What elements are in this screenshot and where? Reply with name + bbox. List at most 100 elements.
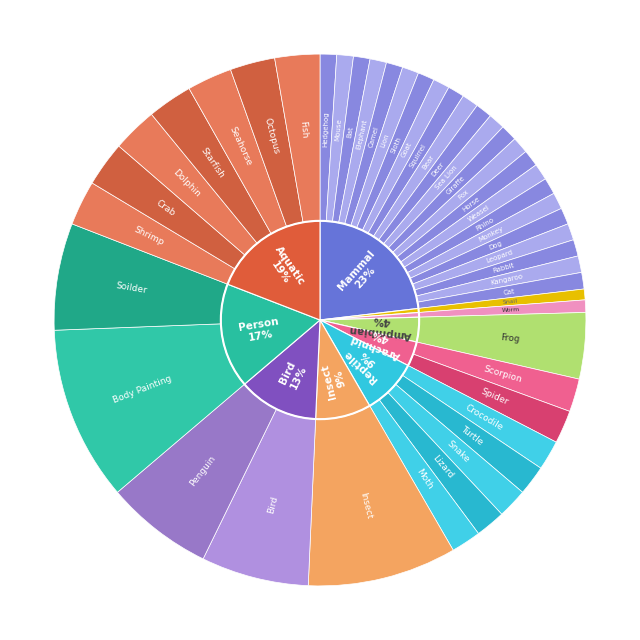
Wedge shape (419, 300, 586, 317)
Text: Snake: Snake (445, 439, 471, 465)
Wedge shape (417, 273, 584, 308)
Wedge shape (118, 384, 276, 559)
Wedge shape (410, 209, 568, 284)
Wedge shape (362, 80, 449, 233)
Text: Crocodile: Crocodile (464, 403, 505, 432)
Text: Moth: Moth (415, 468, 435, 492)
Wedge shape (419, 289, 585, 312)
Wedge shape (407, 193, 561, 278)
Wedge shape (189, 70, 287, 234)
Wedge shape (345, 63, 403, 226)
Wedge shape (203, 409, 316, 586)
Text: Bear: Bear (421, 154, 435, 171)
Text: Seahorse: Seahorse (228, 125, 253, 168)
Text: Horse: Horse (461, 195, 481, 212)
Text: Crab: Crab (154, 198, 177, 218)
Wedge shape (72, 183, 235, 284)
Text: Elephant: Elephant (356, 118, 368, 150)
Text: Body Painting: Body Painting (111, 374, 173, 405)
Wedge shape (388, 384, 522, 514)
Wedge shape (403, 365, 556, 468)
Wedge shape (320, 54, 337, 221)
Text: Aquatic
19%: Aquatic 19% (264, 244, 307, 294)
Text: Lion: Lion (380, 132, 390, 148)
Wedge shape (415, 240, 578, 296)
Text: Snail: Snail (502, 298, 518, 305)
Wedge shape (320, 308, 419, 320)
Text: Deer: Deer (430, 161, 445, 178)
Text: Weasel: Weasel (467, 204, 490, 223)
Text: Bat: Bat (346, 125, 354, 138)
Text: Squirrel: Squirrel (408, 143, 427, 169)
Text: Penguin: Penguin (188, 454, 218, 488)
Wedge shape (320, 312, 419, 320)
Text: Camel: Camel (367, 125, 380, 148)
Wedge shape (152, 88, 271, 243)
Text: Rabbit: Rabbit (492, 262, 515, 274)
Text: Mouse: Mouse (334, 118, 342, 141)
Text: Fox: Fox (458, 188, 470, 201)
Wedge shape (351, 67, 419, 228)
Text: Worm: Worm (501, 307, 520, 313)
Wedge shape (92, 146, 245, 269)
Wedge shape (392, 139, 526, 257)
Text: Starfish: Starfish (198, 145, 226, 179)
Wedge shape (356, 73, 434, 230)
Wedge shape (228, 221, 320, 320)
Text: Scorpion: Scorpion (483, 364, 524, 384)
Wedge shape (379, 106, 490, 244)
Wedge shape (370, 399, 479, 550)
Wedge shape (408, 354, 570, 442)
Text: Dolphin: Dolphin (172, 168, 202, 199)
Text: Kangaroo: Kangaroo (490, 273, 524, 286)
Text: Giraffe: Giraffe (445, 175, 466, 196)
Wedge shape (379, 392, 502, 534)
Wedge shape (308, 406, 453, 586)
Wedge shape (333, 56, 370, 223)
Text: Amphibian
4%: Amphibian 4% (349, 312, 413, 340)
Wedge shape (397, 152, 536, 262)
Text: Soilder: Soilder (115, 282, 148, 296)
Wedge shape (320, 320, 417, 365)
Wedge shape (339, 59, 387, 224)
Text: Rhino: Rhino (475, 216, 495, 232)
Text: Octopus: Octopus (262, 116, 280, 155)
Wedge shape (413, 342, 579, 412)
Text: Insect
9%: Insect 9% (320, 360, 349, 399)
Wedge shape (368, 88, 463, 236)
Text: Monkey: Monkey (477, 226, 504, 243)
Text: Reptile
9%: Reptile 9% (342, 340, 387, 385)
Text: Mammal
23%: Mammal 23% (336, 248, 385, 300)
Text: Spider: Spider (479, 387, 510, 407)
Wedge shape (383, 116, 503, 248)
Text: Insect: Insect (358, 491, 373, 520)
Text: Person
17%: Person 17% (237, 316, 281, 344)
Text: Lizard: Lizard (430, 453, 454, 480)
Text: Shrimp: Shrimp (132, 225, 165, 247)
Wedge shape (320, 221, 419, 320)
Wedge shape (401, 165, 545, 268)
Text: Sloth: Sloth (390, 136, 403, 154)
Wedge shape (230, 58, 303, 227)
Wedge shape (221, 284, 320, 384)
Wedge shape (119, 115, 257, 255)
Wedge shape (388, 127, 515, 253)
Wedge shape (320, 317, 419, 342)
Wedge shape (412, 224, 573, 290)
Wedge shape (417, 312, 586, 379)
Wedge shape (54, 224, 228, 330)
Text: Fish: Fish (298, 121, 309, 139)
Text: Frog: Frog (500, 333, 520, 344)
Text: Turtle: Turtle (460, 424, 485, 447)
Wedge shape (416, 256, 582, 302)
Text: Leopard: Leopard (486, 249, 515, 264)
Text: Sea Lion: Sea Lion (435, 164, 459, 191)
Text: Goat: Goat (401, 141, 413, 159)
Wedge shape (404, 179, 554, 273)
Wedge shape (54, 324, 244, 492)
Text: Arachnid
4%: Arachnid 4% (349, 322, 406, 360)
Wedge shape (316, 320, 370, 419)
Text: Hedgehog: Hedgehog (323, 111, 330, 147)
Wedge shape (244, 320, 320, 419)
Text: Cat: Cat (502, 288, 515, 296)
